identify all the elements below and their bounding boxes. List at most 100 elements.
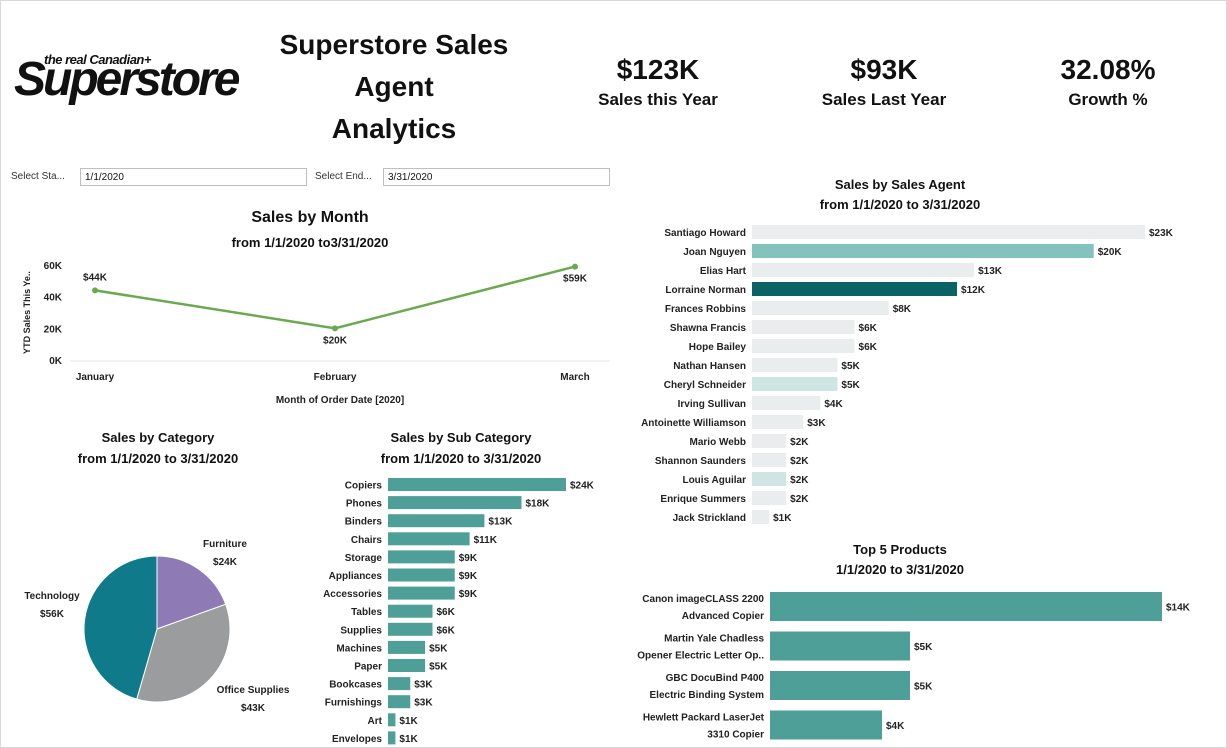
bar [752,225,1145,239]
data-label: $20K [323,335,348,346]
bar-category-label: Binders [345,517,383,528]
bar [770,631,910,661]
bar-value-label: $3K [807,418,826,429]
bar [752,396,821,410]
kpi-label: Growth % [1068,90,1148,109]
data-point [572,263,578,270]
bar-value-label: $9K [459,571,478,582]
bar [388,514,485,528]
bar-category-label: Irving Sullivan [678,399,746,410]
title-line: Analytics [331,113,457,144]
bar-value-label: $14K [1166,603,1191,614]
bar-category-label: Tables [351,607,382,618]
bar-category-label: Opener Electric Letter Op.. [637,651,764,662]
bar-value-label: $4K [824,399,843,410]
bar-category-label: Paper [354,662,382,673]
bar-value-label: $13K [978,266,1003,277]
y-tick-label: 20K [44,324,63,335]
bar-category-label: Enrique Summers [660,494,746,505]
bar [388,532,470,546]
pie-value-label: $24K [213,557,238,568]
bar [388,604,433,618]
bar-category-label: Hewlett Packard LaserJet [643,713,765,724]
y-tick-label: 60K [44,261,63,272]
kpi-sales-last-year: $93K Sales Last Year [784,52,984,110]
bar-value-label: $9K [459,589,478,600]
bar [752,301,889,315]
x-axis-label: Month of Order Date [2020] [276,395,404,406]
bar-value-label: $18K [526,499,551,510]
bar-category-label: Shawna Francis [670,323,747,334]
bar-category-label: Elias Hart [700,266,747,277]
bar-value-label: $11K [474,535,498,546]
pie-slice-office-supplies [136,603,231,703]
bar-category-label: Machines [336,643,382,654]
bar-category-label: Furnishings [325,698,383,709]
bar [752,320,855,334]
data-point [332,325,338,332]
bar [388,622,433,636]
bar-value-label: $23K [1149,228,1174,239]
data-label: $44K [83,272,108,283]
x-tick-label: March [560,372,589,383]
sales-by-month-title: Sales by Month [251,209,369,226]
bar-value-label: $1K [399,716,418,727]
bar [752,282,958,296]
bar-value-label: $3K [414,680,433,691]
bar-category-label: Art [368,716,383,727]
bar-category-label: Phones [346,499,383,510]
bar-category-label: Envelopes [332,734,382,745]
bar [388,695,411,709]
sales-by-agent-subtitle: from 1/1/2020 to 3/31/2020 [819,197,981,212]
sales-by-month-subtitle: from 1/1/2020 to3/31/2020 [231,235,389,250]
sales-by-category-title: Sales by Category [101,430,215,445]
top-products-subtitle: 1/1/2020 to 3/31/2020 [836,562,964,577]
sales-by-agent-chart: Santiago Howard $23K Joan Nguyen $20K Elias … [641,225,1174,524]
bar-category-label: Jack Strickland [673,513,746,524]
bar [388,677,411,691]
bar-value-label: $1K [399,734,418,745]
bar [388,731,396,745]
bar-value-label: $9K [459,553,478,564]
end-date-input[interactable]: 3/31/2020 [383,168,610,186]
kpi-label: Sales this Year [598,90,718,109]
bar-value-label: $6K [437,625,456,636]
y-tick-label: 0K [49,356,63,367]
title-line: Superstore Sales [279,29,509,60]
bar-category-label: Shannon Saunders [655,456,747,467]
kpi-growth: 32.08% Growth % [1008,52,1208,110]
kpi-sales-this-year: $123K Sales this Year [558,52,758,110]
bar [388,496,522,510]
bar-value-label: $5K [914,642,933,653]
bar-category-label: Frances Robbins [665,304,747,315]
bar-value-label: $8K [893,304,912,315]
kpi-value: 32.08% [1060,54,1156,85]
bar-value-label: $20K [1098,247,1123,258]
bar [388,478,566,491]
pie-slice-furniture [156,555,227,630]
bar-value-label: $5K [841,380,860,391]
bar [752,377,838,391]
y-tick-label: 40K [44,293,63,304]
start-date-input[interactable]: 1/1/2020 [80,168,307,186]
bar-category-label: Cheryl Schneider [664,380,746,391]
superstore-logo: the real Canadian+ Superstore [14,52,246,110]
bar-category-label: Chairs [351,535,383,546]
bar-category-label: Supplies [340,625,382,636]
bar [752,491,787,505]
bar-value-label: $5K [914,682,933,693]
sales-by-month-chart: 60K 40K 20K 0K YTD Sales This Ye.. $44K $20K $5… [22,261,610,406]
bar-category-label: Electric Binding System [650,690,765,701]
sales-by-sub-category-chart: Copiers $24K Phones $18K Binders $13K Chairs $1… [323,478,595,745]
bar-category-label: Storage [345,553,383,564]
bar [752,434,787,448]
x-tick-label: February [314,372,357,383]
kpi-value: $123K [616,54,700,85]
bar [770,592,1162,621]
bar [388,550,455,564]
bar [752,244,1094,258]
bar [770,710,882,740]
bar-value-label: $4K [886,721,905,732]
bar-value-label: $5K [429,643,448,654]
pie-label: Office Supplies [217,685,290,696]
